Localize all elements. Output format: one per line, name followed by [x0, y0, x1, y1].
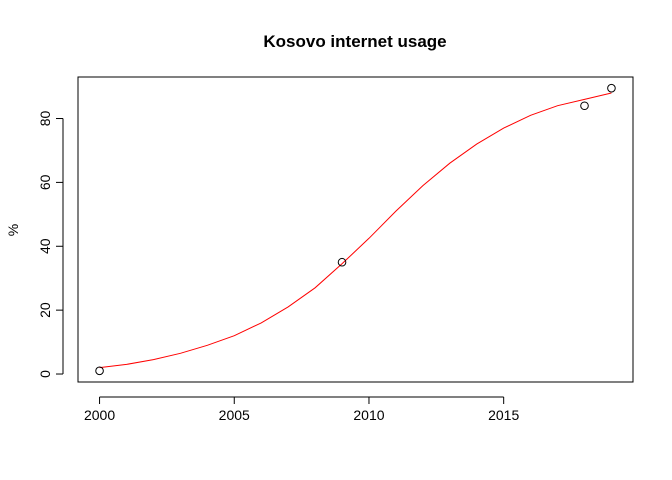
y-axis: 0 20 40 60 80	[37, 111, 64, 378]
y-tick-label: 60	[37, 174, 53, 190]
data-point	[580, 101, 589, 111]
plot-frame	[77, 76, 634, 383]
x-axis: 2000 2005 2010 2015	[84, 396, 519, 423]
y-tick-label: 40	[37, 238, 53, 254]
data-point	[607, 83, 616, 93]
series-layer	[95, 83, 616, 376]
x-tick-label: 2015	[488, 407, 519, 423]
y-axis-label: %	[5, 224, 21, 236]
chart-title: Kosovo internet usage	[263, 32, 446, 51]
fitted-curve	[99, 92, 612, 369]
y-tick-label: 80	[37, 111, 53, 127]
x-tick-label: 2010	[353, 407, 384, 423]
y-tick-label: 20	[37, 302, 53, 318]
data-point	[95, 366, 104, 376]
x-tick-label: 2000	[84, 407, 115, 423]
y-tick-label: 0	[37, 370, 53, 378]
x-tick-label: 2005	[219, 407, 250, 423]
data-point	[337, 257, 347, 267]
